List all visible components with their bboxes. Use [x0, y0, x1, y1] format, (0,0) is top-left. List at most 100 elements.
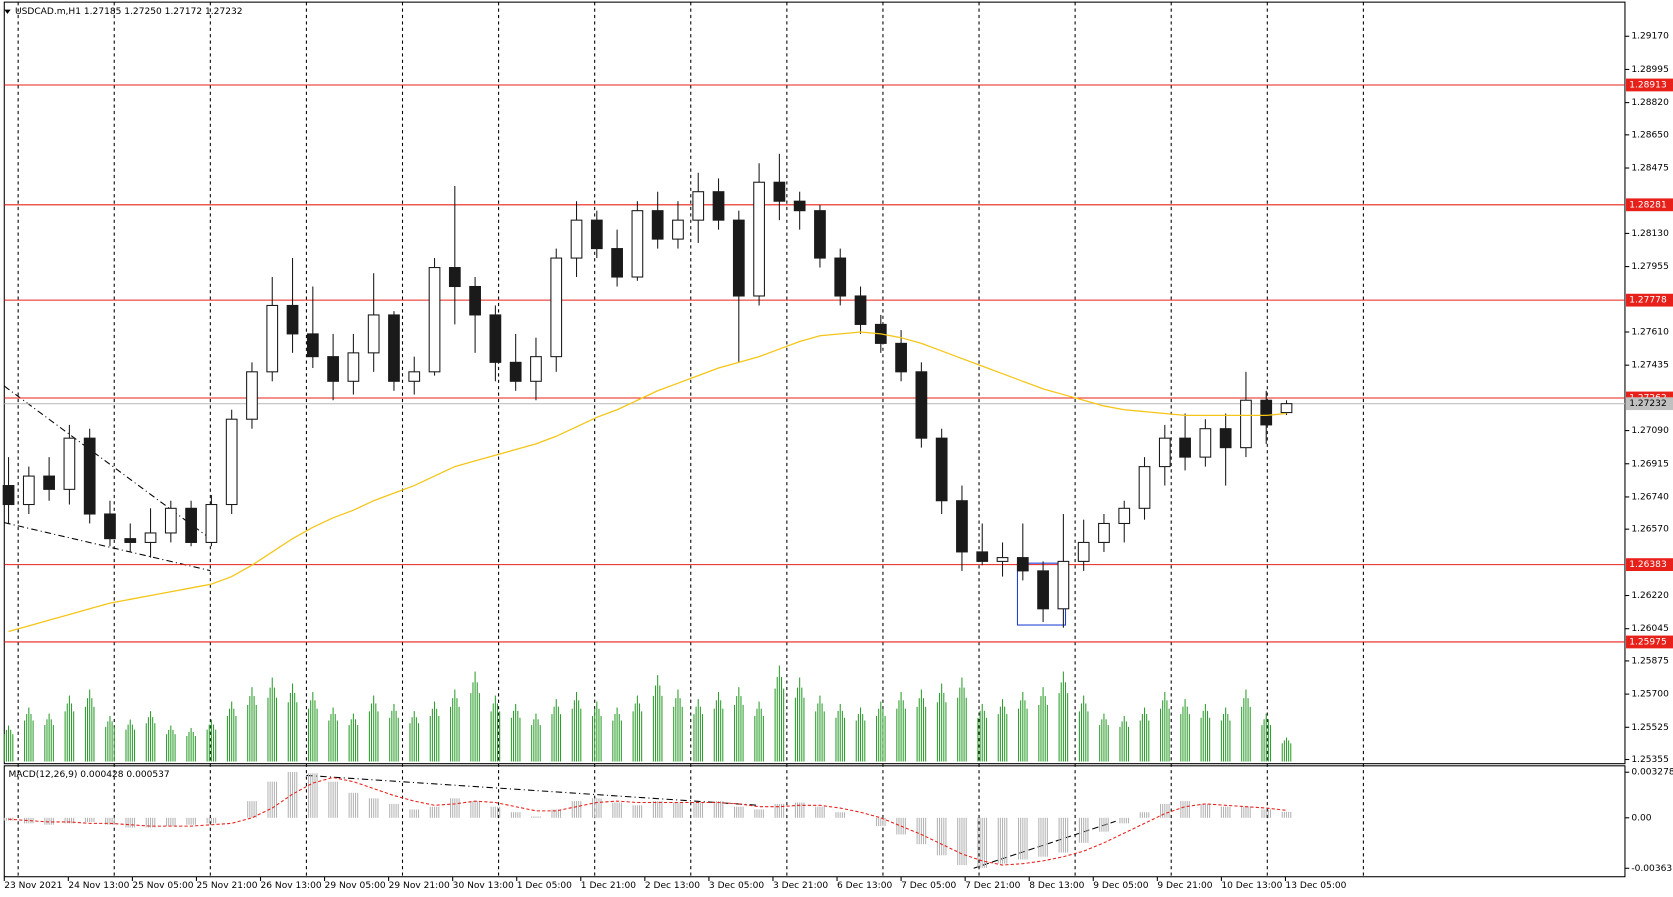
x-tick-label: 1 Dec 21:00 [581, 881, 636, 891]
y-tick-label: 1.26915 [1631, 459, 1669, 469]
candle-body [570, 219, 583, 259]
y-tick-label: 1.25525 [1631, 723, 1669, 733]
candle-body [530, 356, 542, 382]
candle-body [246, 371, 258, 420]
candle-body [2, 485, 15, 506]
candle-body [773, 181, 786, 202]
candle-body [1260, 399, 1273, 426]
candle-body [225, 418, 238, 506]
y-tick-label: 1.26220 [1631, 591, 1669, 601]
candle-body [306, 333, 319, 358]
x-tick-label: 25 Nov 05:00 [132, 881, 193, 891]
chart-title: USDCAD.m,H1 1.27185 1.27250 1.27172 1.27… [15, 7, 243, 17]
candle-body [935, 437, 948, 502]
level-label: 1.26383 [1629, 560, 1667, 570]
level-tag [1626, 558, 1673, 572]
candle-body [915, 371, 928, 439]
candle-body [1179, 437, 1191, 458]
candle-body [672, 219, 684, 240]
y-tick-label: 1.27435 [1631, 361, 1669, 371]
y-tick-label: 1.26045 [1631, 624, 1669, 634]
candle-body [1219, 428, 1232, 449]
x-tick-label: 1 Dec 05:00 [517, 881, 572, 891]
candle-body [793, 200, 806, 212]
candle-body [814, 210, 826, 259]
candle-body [388, 314, 400, 382]
y-tick-label: 1.27955 [1631, 262, 1669, 272]
candle-body [185, 507, 197, 543]
candle-body [692, 191, 705, 221]
candle-body [1098, 522, 1110, 543]
y-tick-label: -0.003631 [1631, 864, 1673, 874]
menu-arrow [4, 9, 11, 14]
candle-body [1158, 437, 1171, 468]
x-tick-label: 3 Dec 05:00 [709, 881, 764, 891]
level-tag [1626, 635, 1673, 649]
candle-body [1118, 507, 1131, 525]
candle-body [144, 532, 157, 543]
candle-body [854, 295, 867, 325]
candle-body [996, 557, 1009, 562]
candle-body [469, 285, 481, 316]
x-tick-label: 29 Nov 05:00 [325, 881, 386, 891]
candle-body [976, 551, 989, 562]
x-tick-label: 3 Dec 21:00 [773, 881, 828, 891]
level-tag [1626, 78, 1673, 92]
candle-body [712, 191, 725, 221]
x-tick-label: 29 Nov 21:00 [389, 881, 450, 891]
candle-body [448, 267, 461, 288]
y-tick-label: 0.003278 [1631, 768, 1673, 778]
moving-average [8, 331, 1287, 633]
y-tick-label: 1.25700 [1631, 690, 1669, 700]
x-tick-label: 9 Dec 21:00 [1157, 881, 1212, 891]
y-tick-label: 1.28475 [1631, 164, 1669, 174]
candle-body [1138, 466, 1151, 509]
candle-body [164, 507, 177, 534]
candle-body [124, 538, 137, 543]
candle-body [1199, 428, 1212, 458]
candle-body [347, 352, 360, 382]
y-tick-label: 1.25875 [1631, 656, 1669, 666]
trendline [4, 522, 211, 572]
candle-body [1280, 403, 1293, 414]
y-tick-label: 1.28995 [1631, 65, 1669, 75]
level-label: 1.25975 [1629, 637, 1667, 647]
candle-body [428, 267, 441, 373]
x-tick-label: 7 Dec 05:00 [901, 881, 956, 891]
y-tick-label: 1.29170 [1631, 32, 1669, 42]
x-tick-label: 2 Dec 13:00 [645, 881, 700, 891]
candle-body [104, 513, 116, 540]
candle-body [367, 314, 380, 354]
candle-body [611, 248, 623, 278]
x-tick-label: 26 Nov 13:00 [261, 881, 322, 891]
x-tick-label: 9 Dec 05:00 [1093, 881, 1148, 891]
candle-body [43, 475, 55, 490]
x-tick-label: 7 Dec 21:00 [965, 881, 1020, 891]
x-tick-label: 23 Nov 2021 [4, 881, 62, 891]
candle-body [1240, 399, 1252, 449]
y-tick-label: 1.28650 [1631, 130, 1669, 140]
candle-body [63, 437, 76, 490]
y-tick-label: 1.26740 [1631, 492, 1669, 502]
candle-body [753, 181, 765, 297]
candle-body [590, 219, 603, 250]
x-tick-label: 8 Dec 13:00 [1029, 881, 1084, 891]
y-tick-label: 1.27090 [1631, 426, 1669, 436]
candle-body [489, 314, 502, 363]
candle-body [1016, 557, 1029, 572]
y-tick-label: 1.27610 [1631, 328, 1669, 338]
x-tick-label: 25 Nov 21:00 [196, 881, 257, 891]
time-grid [17, 2, 1364, 877]
candle-body [266, 304, 279, 373]
candle-body [1037, 570, 1049, 610]
candle-body [651, 210, 664, 240]
macd-title: MACD(12,26,9) 0.000428 0.000537 [9, 770, 170, 780]
current-price-tag [1626, 397, 1673, 411]
candle-body [327, 356, 339, 382]
candle-body [1077, 541, 1090, 562]
y-tick-label: 1.26570 [1631, 525, 1669, 535]
macd-trendline [973, 820, 1116, 869]
